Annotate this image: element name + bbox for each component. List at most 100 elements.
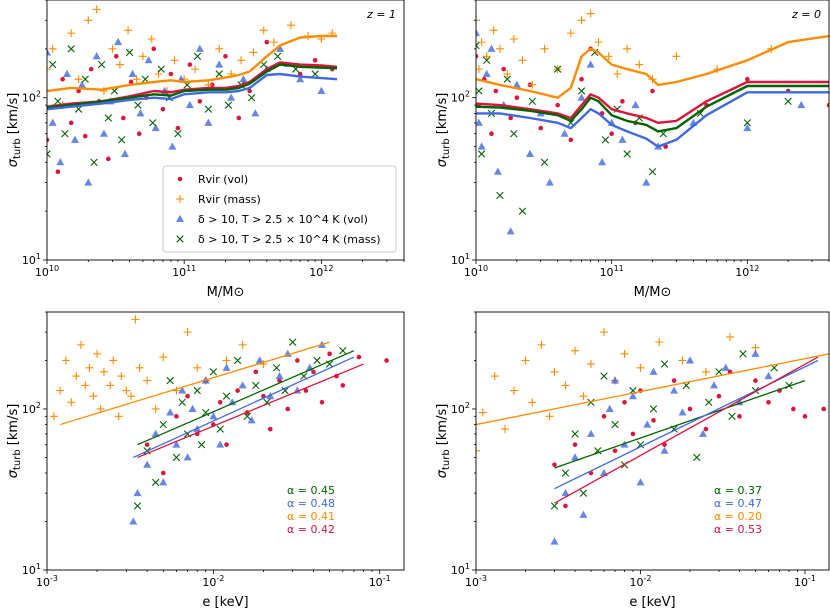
point-delta-mass bbox=[166, 376, 174, 385]
point-delta-vol bbox=[751, 349, 760, 357]
point-delta-mass bbox=[174, 130, 182, 138]
point-rvir-vol bbox=[236, 115, 242, 121]
x-tick-label: 1011 bbox=[172, 264, 196, 279]
fit-line bbox=[554, 379, 806, 469]
point-delta-vol bbox=[238, 381, 247, 389]
point-rvir-mass bbox=[117, 372, 126, 381]
point-delta-mass bbox=[141, 75, 149, 83]
point-rvir-mass bbox=[490, 372, 499, 381]
point-delta-vol bbox=[151, 429, 160, 437]
point-delta-vol bbox=[599, 468, 608, 477]
point-rvir-vol bbox=[264, 39, 270, 45]
point-rvir-mass bbox=[550, 367, 559, 376]
point-delta-mass bbox=[197, 440, 206, 449]
point-delta-vol bbox=[649, 367, 658, 375]
point-rvir-mass bbox=[183, 328, 192, 337]
point-delta-mass bbox=[579, 489, 588, 497]
fit-line bbox=[59, 341, 330, 426]
point-delta-mass bbox=[151, 478, 160, 487]
point-rvir-mass bbox=[604, 52, 613, 61]
point-delta-mass bbox=[90, 158, 98, 166]
point-delta-vol bbox=[183, 453, 192, 461]
point-rvir-vol bbox=[327, 351, 332, 357]
plot-area bbox=[476, 328, 829, 545]
point-delta-vol bbox=[685, 356, 694, 364]
x-tick-label: 1010 bbox=[464, 264, 488, 279]
point-delta-vol bbox=[577, 93, 586, 101]
point-delta-mass bbox=[252, 381, 260, 390]
point-rvir-vol bbox=[563, 503, 568, 509]
panel-mass-z0: 1010 1011 1012 101 102 M/M⊙ σturb [km/s] z = 0 bbox=[435, 0, 830, 300]
point-rvir-mass bbox=[85, 363, 94, 372]
point-delta-vol bbox=[560, 129, 569, 137]
point-delta-mass bbox=[339, 347, 347, 355]
point-rvir-mass bbox=[237, 56, 246, 65]
point-delta-vol bbox=[168, 142, 177, 150]
point-rvir-mass bbox=[500, 425, 509, 434]
point-rvir-vol bbox=[175, 125, 181, 131]
point-delta-vol bbox=[660, 446, 669, 454]
point-delta-mass bbox=[611, 420, 619, 429]
point-rvir-vol bbox=[253, 369, 259, 375]
point-rvir-mass bbox=[613, 69, 622, 78]
fit-line bbox=[137, 350, 355, 446]
x-tick-label: 1010 bbox=[35, 264, 59, 279]
point-rvir-vol bbox=[174, 414, 179, 419]
point-delta-mass bbox=[623, 150, 631, 158]
point-rvir-vol bbox=[168, 71, 174, 77]
point-delta-vol bbox=[222, 363, 231, 371]
point-delta-vol bbox=[166, 408, 175, 416]
point-delta-vol bbox=[84, 178, 93, 186]
y-tick-label: 102 bbox=[451, 401, 470, 416]
point-delta-mass bbox=[209, 368, 218, 376]
point-rvir-vol bbox=[716, 393, 722, 399]
point-rvir-mass bbox=[586, 9, 595, 18]
legend-label: Rvir (vol) bbox=[198, 173, 248, 186]
point-rvir-mass bbox=[540, 44, 549, 53]
point-rvir-vol bbox=[60, 76, 65, 82]
point-rvir-vol bbox=[106, 156, 111, 162]
y-tick-label: 101 bbox=[451, 252, 470, 267]
point-rvir-vol bbox=[197, 99, 203, 104]
point-delta-mass bbox=[476, 41, 480, 50]
point-delta-mass bbox=[97, 60, 106, 69]
point-delta-vol bbox=[586, 60, 595, 68]
point-rvir-vol bbox=[384, 358, 389, 363]
point-delta-vol bbox=[159, 478, 168, 486]
point-rvir-vol bbox=[609, 131, 614, 137]
point-rvir-vol bbox=[82, 133, 88, 139]
point-rvir-vol bbox=[622, 399, 627, 405]
point-delta-vol bbox=[276, 44, 285, 52]
point-delta-vol bbox=[476, 28, 480, 37]
point-delta-vol bbox=[92, 52, 101, 60]
point-delta-mass bbox=[743, 119, 752, 127]
point-delta-mass bbox=[648, 168, 657, 176]
point-rvir-mass bbox=[106, 381, 115, 390]
point-delta-mass bbox=[550, 502, 559, 510]
point-rvir-vol bbox=[620, 99, 625, 104]
point-delta-mass bbox=[660, 360, 669, 368]
panel-mass-z1: 1010 1011 1012 101 102 M/M⊙ σturb [km/s] z = 1 R… bbox=[6, 0, 405, 300]
point-rvir-mass bbox=[135, 363, 144, 372]
point-delta-vol bbox=[628, 392, 637, 400]
point-rvir-mass bbox=[672, 52, 681, 61]
point-delta-vol bbox=[611, 376, 620, 384]
point-delta-vol bbox=[129, 517, 138, 525]
point-rvir-mass bbox=[170, 56, 179, 65]
point-rvir-mass bbox=[61, 356, 70, 365]
point-rvir-vol bbox=[630, 431, 636, 437]
point-delta-vol bbox=[476, 118, 483, 126]
axes-frame bbox=[475, 0, 830, 261]
point-delta-vol bbox=[247, 416, 256, 424]
point-delta-vol bbox=[63, 69, 72, 77]
point-delta-mass bbox=[289, 338, 297, 346]
y-axis-label: σturb [km/s] bbox=[6, 93, 23, 168]
alpha-label: α = 0.48 bbox=[287, 497, 335, 510]
point-rvir-mass bbox=[84, 16, 93, 25]
point-delta-vol bbox=[764, 371, 773, 380]
alpha-label: α = 0.20 bbox=[714, 510, 762, 523]
point-rvir-mass bbox=[67, 398, 76, 407]
x-tick-label: 10-3 bbox=[465, 574, 487, 589]
point-rvir-mass bbox=[143, 376, 152, 385]
point-delta-mass bbox=[784, 97, 792, 106]
